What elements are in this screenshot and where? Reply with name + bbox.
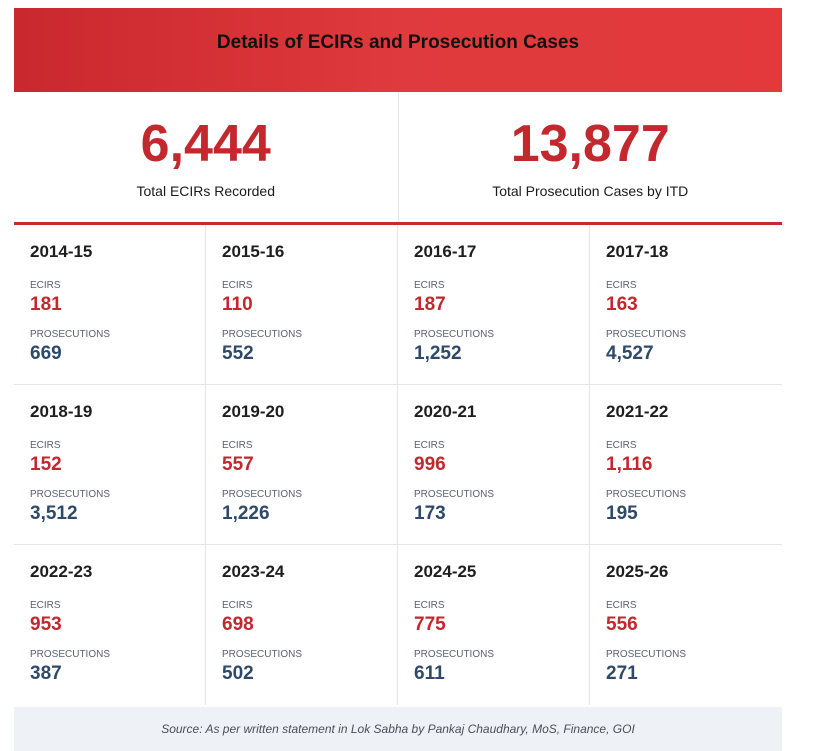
ecirs-value: 181 bbox=[30, 294, 62, 315]
ecir-prosecution-card: Details of ECIRs and Prosecution Cases 6… bbox=[14, 8, 782, 751]
year-label: 2017-18 bbox=[606, 242, 669, 261]
prosecutions-value: 552 bbox=[222, 343, 254, 364]
year-card: 2018-19 ECIRS 152 PROSECUTIONS 3,512 bbox=[14, 385, 206, 545]
total-prosecutions-value: 13,877 bbox=[510, 115, 670, 173]
prosecutions-label: PROSECUTIONS bbox=[30, 329, 111, 340]
prosecutions-value: 387 bbox=[30, 663, 62, 684]
ecirs-label: ECIRS bbox=[414, 280, 445, 291]
prosecutions-value: 611 bbox=[414, 663, 445, 684]
prosecutions-label: PROSECUTIONS bbox=[222, 649, 303, 660]
ecirs-label: ECIRS bbox=[414, 440, 445, 451]
year-label: 2024-25 bbox=[414, 562, 477, 581]
year-label: 2018-19 bbox=[30, 402, 93, 421]
prosecutions-value: 1,252 bbox=[414, 343, 462, 364]
total-ecirs: 6,444 Total ECIRs Recorded bbox=[14, 92, 398, 222]
year-card: 2015-16 ECIRS 110 PROSECUTIONS 552 bbox=[206, 225, 398, 385]
prosecutions-label: PROSECUTIONS bbox=[30, 649, 111, 660]
prosecutions-label: PROSECUTIONS bbox=[414, 489, 495, 500]
source-note: Source: As per written statement in Lok … bbox=[14, 707, 782, 751]
ecirs-label: ECIRS bbox=[414, 600, 445, 611]
year-card: 2020-21 ECIRS 996 PROSECUTIONS 173 bbox=[398, 385, 590, 545]
prosecutions-label: PROSECUTIONS bbox=[414, 649, 495, 660]
year-label: 2022-23 bbox=[30, 562, 93, 581]
ecirs-label: ECIRS bbox=[222, 280, 253, 291]
year-card: 2021-22 ECIRS 1,116 PROSECUTIONS 195 bbox=[590, 385, 782, 545]
prosecutions-label: PROSECUTIONS bbox=[414, 329, 495, 340]
year-card: 2025-26 ECIRS 556 PROSECUTIONS 271 bbox=[590, 545, 782, 705]
page-title: Details of ECIRs and Prosecution Cases bbox=[216, 32, 580, 53]
ecirs-label: ECIRS bbox=[222, 440, 253, 451]
year-label: 2015-16 bbox=[222, 242, 285, 261]
prosecutions-value: 502 bbox=[222, 663, 254, 684]
ecirs-label: ECIRS bbox=[222, 600, 253, 611]
total-prosecutions: 13,877 Total Prosecution Cases by ITD bbox=[397, 92, 783, 222]
prosecutions-label: PROSECUTIONS bbox=[606, 489, 687, 500]
ecirs-label: ECIRS bbox=[30, 440, 61, 451]
prosecutions-value: 1,226 bbox=[222, 503, 270, 524]
ecirs-value: 698 bbox=[222, 614, 254, 635]
ecirs-value: 1,116 bbox=[606, 454, 653, 475]
prosecutions-value: 3,512 bbox=[30, 503, 78, 524]
prosecutions-label: PROSECUTIONS bbox=[222, 489, 303, 500]
year-label: 2023-24 bbox=[222, 562, 285, 581]
prosecutions-label: PROSECUTIONS bbox=[606, 329, 687, 340]
year-label: 2014-15 bbox=[30, 242, 93, 261]
ecirs-value: 775 bbox=[414, 614, 446, 635]
prosecutions-label: PROSECUTIONS bbox=[222, 329, 303, 340]
ecirs-label: ECIRS bbox=[606, 600, 637, 611]
prosecutions-value: 195 bbox=[606, 503, 638, 524]
ecirs-label: ECIRS bbox=[606, 280, 637, 291]
prosecutions-value: 4,527 bbox=[606, 343, 654, 364]
ecirs-value: 110 bbox=[222, 294, 253, 315]
total-prosecutions-label: Total Prosecution Cases by ITD bbox=[492, 183, 689, 199]
ecirs-value: 163 bbox=[606, 294, 638, 315]
year-label: 2020-21 bbox=[414, 402, 477, 421]
prosecutions-value: 669 bbox=[30, 343, 62, 364]
card-header: Details of ECIRs and Prosecution Cases bbox=[14, 8, 782, 92]
prosecutions-value: 173 bbox=[414, 503, 446, 524]
prosecutions-label: PROSECUTIONS bbox=[606, 649, 687, 660]
totals-section: 6,444 Total ECIRs Recorded 13,877 Total … bbox=[14, 92, 782, 225]
year-grid: 2014-15 ECIRS 181 PROSECUTIONS 669 2015-… bbox=[14, 225, 782, 705]
ecirs-label: ECIRS bbox=[606, 440, 637, 451]
year-card: 2014-15 ECIRS 181 PROSECUTIONS 669 bbox=[14, 225, 206, 385]
year-label: 2021-22 bbox=[606, 402, 669, 421]
ecirs-value: 152 bbox=[30, 454, 62, 475]
year-card: 2017-18 ECIRS 163 PROSECUTIONS 4,527 bbox=[590, 225, 782, 385]
total-ecirs-value: 6,444 bbox=[140, 115, 271, 173]
ecirs-value: 187 bbox=[414, 294, 446, 315]
year-card: 2022-23 ECIRS 953 PROSECUTIONS 387 bbox=[14, 545, 206, 705]
year-label: 2019-20 bbox=[222, 402, 285, 421]
prosecutions-label: PROSECUTIONS bbox=[30, 489, 111, 500]
year-card: 2024-25 ECIRS 775 PROSECUTIONS 611 bbox=[398, 545, 590, 705]
year-card: 2023-24 ECIRS 698 PROSECUTIONS 502 bbox=[206, 545, 398, 705]
total-ecirs-label: Total ECIRs Recorded bbox=[136, 183, 275, 199]
ecirs-value: 953 bbox=[30, 614, 62, 635]
ecirs-label: ECIRS bbox=[30, 600, 61, 611]
year-card: 2019-20 ECIRS 557 PROSECUTIONS 1,226 bbox=[206, 385, 398, 545]
ecirs-label: ECIRS bbox=[30, 280, 61, 291]
ecirs-value: 556 bbox=[606, 614, 638, 635]
year-card: 2016-17 ECIRS 187 PROSECUTIONS 1,252 bbox=[398, 225, 590, 385]
prosecutions-value: 271 bbox=[606, 663, 638, 684]
ecirs-value: 557 bbox=[222, 454, 254, 475]
year-label: 2016-17 bbox=[414, 242, 477, 261]
year-label: 2025-26 bbox=[606, 562, 669, 581]
ecirs-value: 996 bbox=[414, 454, 446, 475]
